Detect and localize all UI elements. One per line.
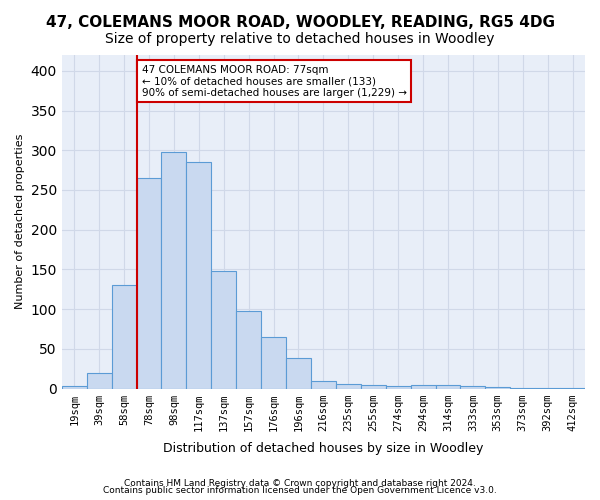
Bar	[261, 337, 286, 388]
Text: Contains HM Land Registry data © Crown copyright and database right 2024.: Contains HM Land Registry data © Crown c…	[124, 478, 476, 488]
Bar	[161, 152, 187, 388]
Text: Size of property relative to detached houses in Woodley: Size of property relative to detached ho…	[105, 32, 495, 46]
Bar	[436, 386, 460, 388]
Bar	[137, 178, 161, 388]
Bar	[311, 382, 336, 388]
Text: Contains public sector information licensed under the Open Government Licence v3: Contains public sector information licen…	[103, 486, 497, 495]
X-axis label: Distribution of detached houses by size in Woodley: Distribution of detached houses by size …	[163, 442, 484, 455]
Bar	[236, 310, 261, 388]
Bar	[485, 387, 510, 388]
Text: 47, COLEMANS MOOR ROAD, WOODLEY, READING, RG5 4DG: 47, COLEMANS MOOR ROAD, WOODLEY, READING…	[46, 15, 554, 30]
Bar	[386, 386, 410, 388]
Text: 47 COLEMANS MOOR ROAD: 77sqm
← 10% of detached houses are smaller (133)
90% of s: 47 COLEMANS MOOR ROAD: 77sqm ← 10% of de…	[142, 64, 407, 98]
Bar	[460, 386, 485, 388]
Bar	[410, 384, 436, 388]
Bar	[62, 386, 87, 388]
Bar	[361, 386, 386, 388]
Bar	[286, 358, 311, 388]
Bar	[336, 384, 361, 388]
Bar	[112, 286, 137, 389]
Bar	[87, 372, 112, 388]
Y-axis label: Number of detached properties: Number of detached properties	[15, 134, 25, 310]
Bar	[211, 271, 236, 388]
Bar	[187, 162, 211, 388]
